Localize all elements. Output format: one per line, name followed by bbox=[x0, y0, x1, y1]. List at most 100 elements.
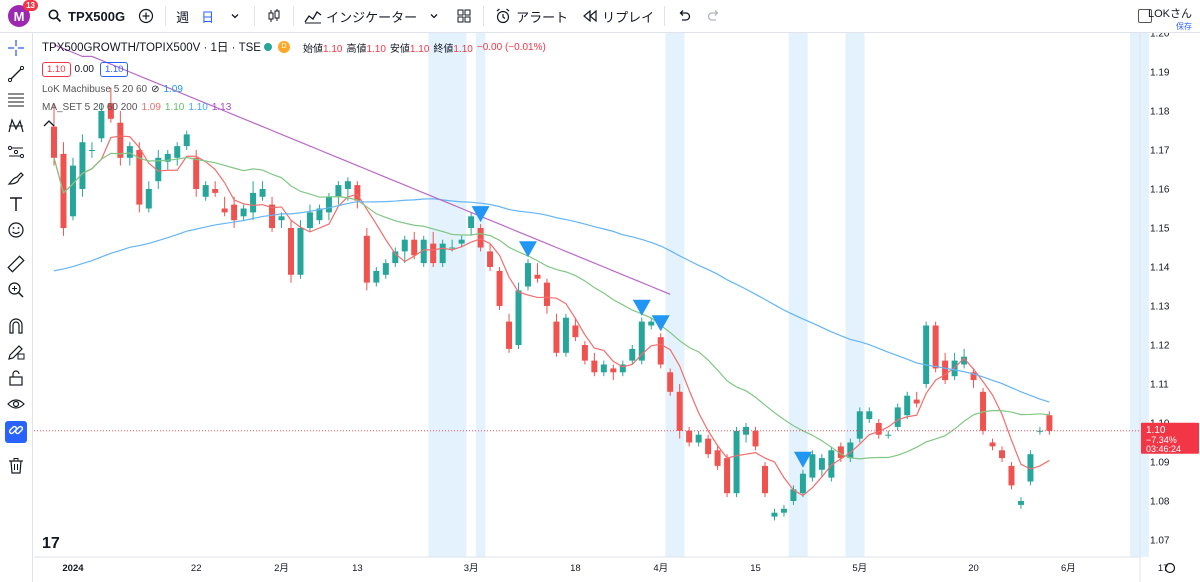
time-tick-label: 22 bbox=[191, 563, 202, 574]
candle-body bbox=[600, 364, 607, 373]
price-tick-label: 1.12 bbox=[1150, 341, 1170, 352]
time-tick-label: 18 bbox=[570, 563, 581, 574]
prediction-tool[interactable] bbox=[5, 143, 27, 165]
legend-collapse-button[interactable] bbox=[42, 116, 546, 134]
candle-body bbox=[619, 364, 626, 373]
indicators-button[interactable]: インジケーター bbox=[298, 0, 449, 33]
candle-body bbox=[942, 360, 949, 381]
ma5-value: 1.09 bbox=[141, 101, 161, 113]
sell-button[interactable]: 1.10 bbox=[42, 61, 71, 77]
price-tick-label: 1.17 bbox=[1150, 146, 1170, 157]
tradingview-logo: 17 bbox=[42, 535, 60, 552]
legend-title-row: TPX500GROWTH/TOPIX500V · 1日 · TSE D 始値1.… bbox=[42, 38, 546, 56]
trend-line-tool[interactable] bbox=[5, 65, 27, 87]
candle-body bbox=[136, 150, 143, 205]
price-chart[interactable]: 1.20 1.19 1.18 1.17 1.16 1.15 1.14 1.13 1.12 1.11… bbox=[34, 33, 1200, 582]
ruler-tool[interactable] bbox=[5, 254, 27, 277]
link-icon bbox=[7, 421, 25, 444]
undo-button[interactable] bbox=[669, 0, 699, 33]
layout-button[interactable] bbox=[449, 0, 479, 33]
candle-body bbox=[212, 189, 219, 193]
candle-body bbox=[506, 321, 513, 349]
highlight-band bbox=[428, 33, 467, 557]
symbol-search[interactable]: TPX500G bbox=[40, 0, 131, 33]
sync-drawings-tool[interactable] bbox=[5, 421, 27, 443]
indicator-1-name: LoK Machibuse 5 20 60 bbox=[42, 83, 148, 95]
avatar-letter: M bbox=[13, 8, 25, 24]
candle-body bbox=[363, 235, 370, 283]
visibility-tool[interactable] bbox=[5, 395, 27, 417]
indicator-row-2[interactable]: MA_SET 5 20 60 200 1.09 1.10 1.10 1.13 bbox=[42, 98, 546, 116]
alert-button[interactable]: アラート bbox=[488, 0, 574, 33]
ma5-line bbox=[53, 135, 1050, 497]
candle-body bbox=[316, 208, 323, 221]
compare-button[interactable] bbox=[131, 0, 161, 33]
candle-body bbox=[278, 216, 285, 221]
candle-body bbox=[705, 438, 712, 455]
brush-tool[interactable] bbox=[5, 169, 27, 191]
candle-body bbox=[923, 325, 930, 384]
sell-signal-marker[interactable] bbox=[632, 299, 651, 316]
candle-body bbox=[932, 325, 939, 369]
candle-body bbox=[913, 399, 920, 404]
fib-tool[interactable] bbox=[5, 91, 27, 113]
replay-button[interactable]: リプレイ bbox=[574, 0, 660, 33]
candle-body bbox=[202, 185, 209, 197]
lock-tool[interactable] bbox=[5, 369, 27, 391]
price-tick-label: 1.20 bbox=[1150, 33, 1170, 40]
candle-body bbox=[515, 290, 522, 345]
fullscreen-checkbox[interactable] bbox=[1138, 9, 1152, 23]
legend-title[interactable]: TPX500GROWTH/TOPIX500V · 1日 · TSE bbox=[42, 42, 261, 54]
candle-body bbox=[847, 442, 854, 459]
chart-type-button[interactable] bbox=[259, 0, 289, 33]
sell-signal-marker[interactable] bbox=[471, 206, 490, 223]
interval-day-button[interactable]: 日 bbox=[195, 0, 220, 33]
highlight-band bbox=[845, 33, 865, 557]
plus-circle-icon bbox=[137, 7, 155, 25]
settings-gear-icon[interactable] bbox=[1164, 562, 1176, 574]
text-tool[interactable] bbox=[5, 195, 27, 217]
candle-body bbox=[325, 196, 332, 213]
stay-drawing-tool[interactable] bbox=[5, 343, 27, 365]
crosshair-tool[interactable] bbox=[5, 39, 27, 61]
candle-body bbox=[581, 345, 588, 361]
ma20-value: 1.10 bbox=[164, 101, 185, 113]
redo-button[interactable] bbox=[699, 0, 729, 33]
user-menu[interactable]: LOKさん 保存 bbox=[1148, 5, 1192, 32]
crosshair-icon bbox=[7, 39, 25, 62]
avatar[interactable]: M 13 bbox=[8, 0, 38, 27]
indicator-row-1[interactable]: LoK Machibuse 5 20 60 ⊘ 1.09 bbox=[42, 80, 546, 98]
candle-body bbox=[354, 185, 361, 201]
sell-signal-marker[interactable] bbox=[519, 241, 537, 258]
candle-body bbox=[752, 430, 759, 447]
close-label: 終値 bbox=[433, 43, 454, 55]
candle-body bbox=[439, 243, 446, 264]
highlight-band bbox=[475, 33, 486, 557]
buy-button[interactable]: 1.10 bbox=[99, 61, 129, 77]
time-tick-label: 17 bbox=[1158, 563, 1169, 574]
current-price-box bbox=[1141, 422, 1199, 454]
text-icon bbox=[7, 195, 25, 218]
candle-body bbox=[250, 192, 257, 213]
price-tick-label: 1.13 bbox=[1150, 302, 1170, 313]
indicator-1-value: 1.09 bbox=[163, 83, 183, 95]
candle-body bbox=[496, 270, 503, 306]
zoom-tool[interactable] bbox=[5, 281, 27, 303]
candle-body bbox=[193, 157, 200, 189]
market-status-dot bbox=[263, 43, 272, 51]
remove-drawings-tool[interactable] bbox=[5, 457, 27, 479]
sell-signal-marker[interactable] bbox=[793, 451, 812, 468]
candle-body bbox=[714, 450, 721, 466]
magnet-tool[interactable] bbox=[5, 317, 27, 339]
emoji-tool[interactable] bbox=[5, 221, 27, 243]
candle-body bbox=[638, 321, 645, 361]
price-tick-label: 1.09 bbox=[1150, 458, 1170, 469]
candle-body bbox=[648, 321, 655, 326]
sell-signal-marker[interactable] bbox=[651, 315, 670, 332]
time-tick-label: 5月 bbox=[852, 563, 867, 574]
candle-body bbox=[885, 434, 892, 436]
interval-week-button[interactable]: 週 bbox=[170, 0, 195, 33]
interval-dropdown[interactable] bbox=[220, 0, 250, 33]
candle-body bbox=[126, 146, 133, 158]
pattern-tool[interactable] bbox=[5, 117, 27, 139]
